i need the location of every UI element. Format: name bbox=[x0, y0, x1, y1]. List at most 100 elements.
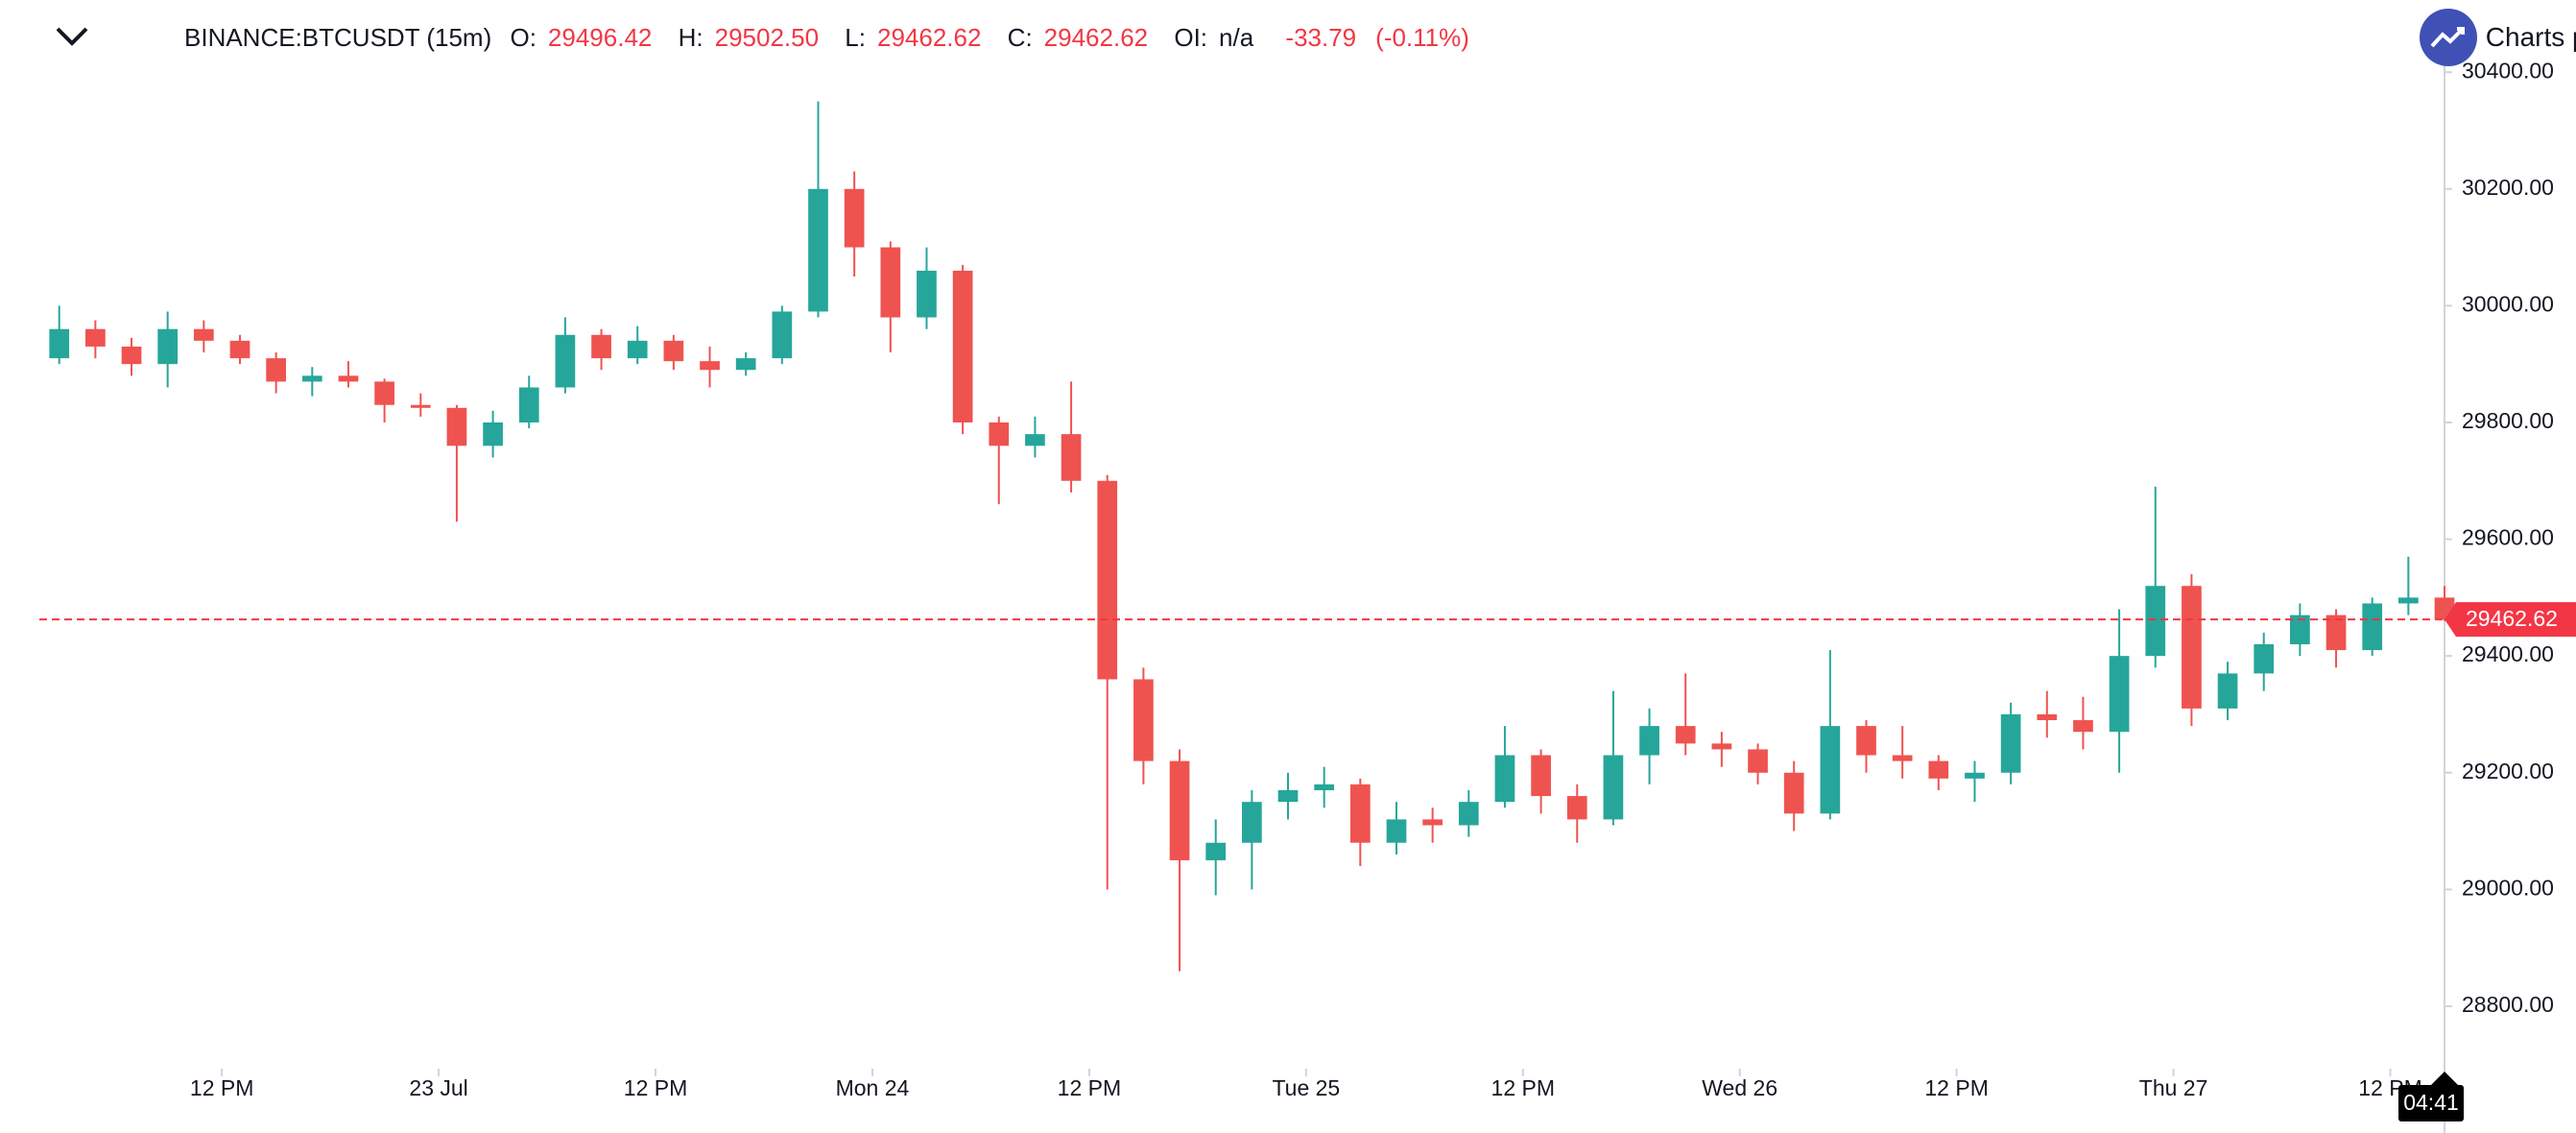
candle-body bbox=[193, 328, 214, 341]
candle-body bbox=[772, 311, 793, 359]
candle-body bbox=[989, 422, 1010, 446]
y-tick-label: 29600.00 bbox=[2462, 525, 2554, 550]
oi-label: OI: bbox=[1174, 23, 1208, 52]
legend-header: BINANCE:BTCUSDT (15m) O: 29496.42 H: 29502… bbox=[184, 23, 1489, 53]
candle-body bbox=[1025, 434, 1045, 446]
candle-body bbox=[410, 404, 431, 408]
candle-body bbox=[1603, 755, 1624, 820]
candle-body bbox=[483, 422, 503, 446]
candle-body bbox=[700, 361, 720, 371]
change: -33.79 bbox=[1285, 23, 1357, 52]
y-tick-label: 30400.00 bbox=[2462, 58, 2554, 83]
candle-body bbox=[157, 328, 179, 365]
countdown: 04:41 bbox=[2403, 1090, 2459, 1115]
x-tick-label: 12 PM bbox=[1491, 1075, 1555, 1100]
oi-value: n/a bbox=[1219, 23, 1254, 52]
candle-body bbox=[446, 407, 467, 446]
candle-body bbox=[1711, 743, 1732, 750]
candle-body bbox=[2397, 597, 2419, 604]
low-value: 29462.62 bbox=[876, 23, 982, 52]
candle-body bbox=[1639, 726, 1659, 756]
x-tick-label: 12 PM bbox=[1924, 1075, 1988, 1100]
plot-area bbox=[49, 101, 2455, 972]
candle-body bbox=[1820, 726, 1841, 814]
candle-body bbox=[808, 188, 828, 312]
candle-body bbox=[266, 358, 287, 382]
candle-body bbox=[1494, 755, 1515, 803]
candle-body bbox=[1783, 772, 1804, 814]
open-value: 29496.42 bbox=[547, 23, 653, 52]
candle-body bbox=[2290, 615, 2310, 645]
candle-body bbox=[518, 387, 539, 422]
candle-body bbox=[121, 346, 142, 365]
candle-body bbox=[2326, 615, 2347, 651]
candle-body bbox=[844, 188, 865, 248]
candle-body bbox=[2217, 673, 2238, 709]
candle-body bbox=[2182, 586, 2202, 709]
candle-body bbox=[2073, 720, 2093, 733]
candle-body bbox=[1928, 760, 1949, 779]
candle-body bbox=[1748, 749, 1768, 773]
candle-body bbox=[1458, 802, 1479, 826]
candle-body bbox=[1314, 783, 1335, 790]
candle-body bbox=[1531, 755, 1551, 797]
logo-text: Charts powered by bbox=[2485, 22, 2576, 52]
candle-body bbox=[1892, 755, 1913, 761]
candle-body bbox=[1205, 842, 1227, 860]
change-percent: (-0.11%) bbox=[1375, 23, 1469, 52]
candle-body bbox=[85, 328, 106, 347]
x-tick-label: Tue 25 bbox=[1272, 1075, 1340, 1100]
high-label: H: bbox=[678, 23, 704, 52]
candle-body bbox=[2000, 713, 2021, 773]
x-tick-label: 12 PM bbox=[190, 1075, 253, 1100]
logo[interactable]: Charts powered by bbox=[2419, 8, 2576, 67]
logo-icon bbox=[2420, 9, 2477, 66]
x-tick-label: Mon 24 bbox=[836, 1075, 910, 1100]
candle-body bbox=[49, 328, 70, 359]
high-value: 29502.50 bbox=[714, 23, 820, 52]
candle-body bbox=[1242, 802, 1262, 843]
low-label: L: bbox=[845, 23, 866, 52]
candle-body bbox=[1856, 726, 1876, 756]
candle-body bbox=[229, 340, 250, 359]
y-tick-label: 29200.00 bbox=[2462, 759, 2554, 783]
candle-body bbox=[1422, 819, 1443, 826]
collapse-chevron[interactable] bbox=[56, 27, 88, 46]
candle-body bbox=[952, 270, 973, 422]
candle-body bbox=[1965, 772, 1985, 779]
candle-body bbox=[2254, 644, 2275, 674]
open-label: O: bbox=[510, 23, 537, 52]
candle-body bbox=[2145, 586, 2166, 657]
close-value: 29462.62 bbox=[1043, 23, 1149, 52]
candle-body bbox=[1386, 819, 1407, 843]
candle-body bbox=[1169, 760, 1190, 860]
candle-body bbox=[1097, 480, 1118, 680]
candle-body bbox=[1675, 726, 1696, 744]
countdown-badge bbox=[2398, 1085, 2464, 1121]
y-tick-label: 28800.00 bbox=[2462, 992, 2554, 1017]
candle-body bbox=[2109, 656, 2130, 733]
y-tick-label: 30000.00 bbox=[2462, 291, 2554, 316]
x-tick-label: Wed 26 bbox=[1702, 1075, 1777, 1100]
x-tick-label: 23 Jul bbox=[409, 1075, 467, 1100]
symbol[interactable]: BINANCE:BTCUSDT (15m) bbox=[184, 23, 492, 52]
candle-body bbox=[1277, 789, 1299, 803]
y-tick-label: 30200.00 bbox=[2462, 175, 2554, 200]
last-price-badge bbox=[2445, 602, 2576, 638]
candle-body bbox=[374, 381, 394, 405]
candle-body bbox=[917, 270, 937, 318]
candle-body bbox=[880, 247, 901, 318]
last-price-label: 29462.62 bbox=[2466, 606, 2558, 631]
y-tick-label: 29000.00 bbox=[2462, 875, 2554, 900]
candle-body bbox=[338, 375, 359, 382]
candle-body bbox=[2362, 603, 2383, 651]
candle-body bbox=[1566, 796, 1587, 820]
close-label: C: bbox=[1007, 23, 1033, 52]
candle-body bbox=[1133, 679, 1154, 761]
candle-body bbox=[1061, 434, 1082, 481]
x-tick-label: Thu 27 bbox=[2139, 1075, 2208, 1100]
candle-body bbox=[663, 340, 684, 362]
countdown-pointer bbox=[2431, 1072, 2458, 1085]
